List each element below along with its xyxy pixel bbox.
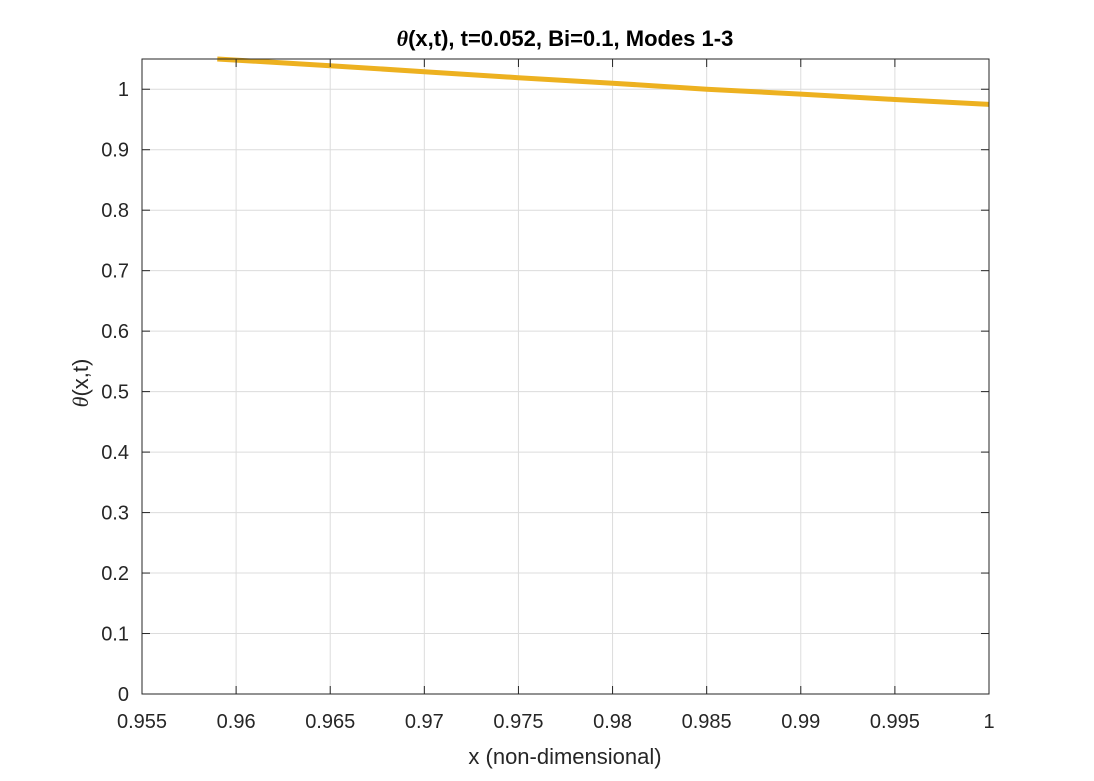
x-tick-label: 1: [983, 711, 994, 733]
y-tick-label: 0.4: [101, 442, 129, 464]
y-tick-labels: 0 0.1 0.2 0.3 0.4 0.5 0.6 0.7 0.8 0.9 1: [101, 79, 129, 706]
x-tick-labels: 0.955 0.96 0.965 0.97 0.975 0.98 0.985 0.99 0.99…: [117, 711, 995, 733]
x-tick-label: 0.975: [493, 711, 543, 733]
title-theta-symbol: θ: [397, 26, 409, 51]
y-label-text: (x,t): [68, 359, 93, 397]
plot-background: [142, 59, 989, 694]
y-tick-label: 0.5: [101, 382, 129, 404]
y-label-theta-symbol: θ: [68, 396, 93, 407]
y-tick-label: 0.9: [101, 140, 129, 162]
y-tick-label: 0.2: [101, 563, 129, 585]
plot-frame: [141, 58, 990, 695]
title-text: (x,t), t=0.052, Bi=0.1, Modes 1-3: [408, 26, 733, 51]
y-tick-label: 0.6: [101, 321, 129, 343]
x-tick-label: 0.955: [117, 711, 167, 733]
y-tick-label: 0.8: [101, 200, 129, 222]
y-tick-label: 0.1: [101, 624, 129, 646]
x-tick-label: 0.965: [305, 711, 355, 733]
y-tick-label: 1: [118, 79, 129, 101]
series-line-theta: [217, 56, 990, 107]
y-tick-label: 0.3: [101, 503, 129, 525]
data-series: [217, 56, 990, 107]
y-tick-label: 0.7: [101, 261, 129, 283]
x-axis-label: x (non-dimensional): [468, 744, 661, 769]
ticks: [141, 59, 990, 695]
x-tick-label: 0.96: [217, 711, 256, 733]
x-tick-label: 0.995: [870, 711, 920, 733]
x-tick-label: 0.99: [781, 711, 820, 733]
y-tick-label: 0: [118, 684, 129, 706]
plot-area: 0.955 0.96 0.965 0.97 0.975 0.98 0.985 0.99 0.99…: [101, 56, 995, 733]
x-tick-label: 0.97: [405, 711, 444, 733]
y-axis-label: θ(x,t): [68, 359, 93, 408]
x-tick-label: 0.985: [682, 711, 732, 733]
x-tick-label: 0.98: [593, 711, 632, 733]
chart-title: θ(x,t), t=0.052, Bi=0.1, Modes 1-3: [397, 26, 734, 51]
